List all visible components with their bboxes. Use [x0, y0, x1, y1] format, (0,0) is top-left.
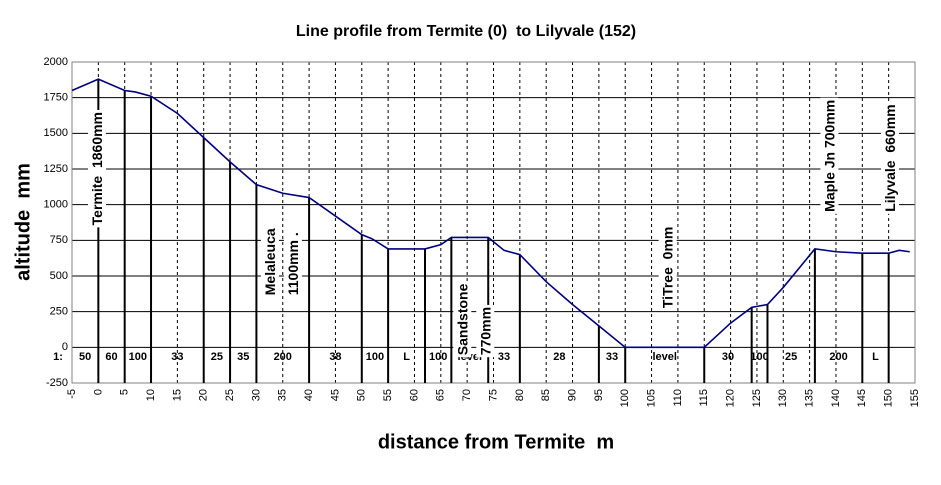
y-tick-label: -250: [46, 377, 68, 389]
annotation-text: 770mm: [477, 307, 493, 355]
annotation-text: Sandstone: [454, 283, 470, 355]
gradient-label: 60: [105, 351, 117, 363]
y-tick-label: 1750: [44, 92, 68, 104]
x-tick-label: 125: [751, 389, 763, 407]
x-tick-label: 115: [698, 389, 710, 407]
gradient-label: 38: [329, 351, 341, 363]
annotation-text: Lilyvale 660mm: [882, 104, 898, 211]
gradient-label: 25: [785, 351, 797, 363]
gradient-label: 33: [171, 351, 183, 363]
x-tick-label: 35: [277, 389, 289, 401]
annotation: Maple Jn 700mm: [820, 97, 839, 214]
x-tick-label: 145: [856, 389, 868, 407]
annotation-background: [453, 281, 472, 358]
y-axis-title: altitude mm: [12, 163, 34, 281]
x-tick-label: 155: [909, 389, 921, 407]
plot-frame: [71, 61, 916, 384]
gradient-label: 100: [129, 351, 147, 363]
y-tick-label: 1500: [44, 127, 68, 139]
gradient-label: 25: [211, 351, 223, 363]
x-tick-label: 105: [645, 389, 657, 407]
annotation-text: Maple Jn 700mm: [821, 100, 837, 212]
annotation-background: [260, 226, 279, 298]
x-tick-label: 65: [435, 389, 447, 401]
gradient-label: 100: [429, 351, 447, 363]
x-tick-label: 5: [119, 389, 131, 395]
gradient-label: 200: [274, 351, 292, 363]
annotation-background: [658, 224, 677, 311]
x-tick-label: 70: [461, 389, 473, 401]
gradient-label: 33: [498, 351, 510, 363]
gradient-label: 100: [750, 351, 768, 363]
y-tick-label: 0: [62, 341, 68, 353]
chart-title: Line profile from Termite (0) to Lilyval…: [296, 23, 636, 40]
x-tick-label: 45: [329, 389, 341, 401]
annotation: Termite 1860mm: [88, 109, 107, 228]
x-tick-label: 95: [593, 389, 605, 401]
annotation: TiTree 0mm: [658, 224, 677, 311]
x-tick-label: 55: [382, 389, 394, 401]
gradient-label: 35: [237, 351, 249, 363]
x-tick-label: 75: [487, 389, 499, 401]
x-tick-label: 0: [92, 389, 104, 395]
y-tick-label: 500: [50, 270, 68, 282]
x-tick-label: 130: [777, 389, 789, 407]
annotation-text: TiTree 0mm: [660, 227, 676, 308]
x-tick-label: 10: [145, 389, 157, 401]
x-tick-label: 110: [672, 389, 684, 407]
gradient-label: L: [872, 351, 879, 363]
annotation: Lilyvale 660mm: [880, 102, 899, 214]
gradient-label: 30: [722, 351, 734, 363]
gradient-prefix: 1:: [53, 351, 63, 363]
gradient-label: 200: [829, 351, 847, 363]
annotation-background: [820, 97, 839, 214]
x-tick-label: 140: [830, 389, 842, 407]
gradient-label: L: [403, 351, 410, 363]
y-tick-label: 250: [50, 306, 68, 318]
gradient-label: 28: [553, 351, 565, 363]
gradient-label: 100: [366, 351, 384, 363]
annotation-background: [283, 230, 302, 298]
x-tick-label: -5: [66, 389, 78, 399]
x-tick-label: 50: [356, 389, 368, 401]
annotation-text: Termite 1860mm: [89, 112, 105, 225]
annotation: Sandstone: [453, 281, 472, 358]
x-axis-title: distance from Termite m: [378, 431, 614, 453]
x-tick-label: 135: [804, 389, 816, 407]
x-tick-label: 15: [171, 389, 183, 401]
x-tick-label: 25: [224, 389, 236, 401]
x-tick-label: 40: [303, 389, 315, 401]
x-tick-label: 30: [250, 389, 262, 401]
annotation: 770mm: [476, 304, 495, 358]
annotation-background: [88, 109, 107, 228]
y-tick-label: 750: [50, 234, 68, 246]
annotation-background: [476, 304, 495, 358]
gradient-label: 33: [606, 351, 618, 363]
profile-line: [71, 78, 910, 349]
annotation-background: [880, 102, 899, 214]
x-tick-label: 90: [566, 389, 578, 401]
y-tick-label: 2000: [44, 56, 68, 68]
x-tick-label: 150: [883, 389, 895, 407]
x-tick-label: 85: [540, 389, 552, 401]
y-tick-label: 1000: [44, 199, 68, 211]
annotation: 1100mm .: [283, 230, 302, 298]
annotation: Melaleuca: [260, 226, 279, 298]
x-tick-label: 100: [619, 389, 631, 407]
annotation-text: 1100mm .: [285, 232, 301, 295]
gradient-label: level: [653, 351, 677, 363]
x-tick-label: 80: [514, 389, 526, 401]
gradient-label: 50: [79, 351, 91, 363]
x-tick-label: 60: [408, 389, 420, 401]
annotation-text: Melaleuca: [262, 228, 278, 295]
y-tick-label: 1250: [44, 163, 68, 175]
x-tick-label: 20: [198, 389, 210, 401]
x-tick-label: 120: [725, 389, 737, 407]
